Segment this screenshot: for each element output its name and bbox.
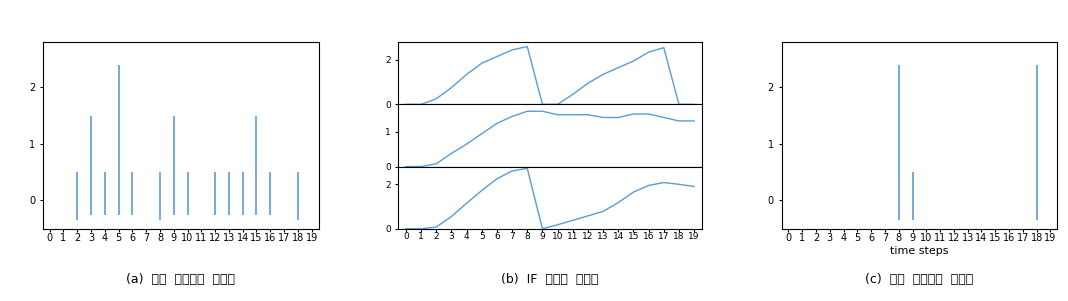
Text: (a)  입력  스파이크  트레인: (a) 입력 스파이크 트레인	[126, 273, 235, 287]
X-axis label: time steps: time steps	[890, 246, 948, 256]
Text: (c)  출력  스파이크  트레인: (c) 출력 스파이크 트레인	[865, 273, 974, 287]
Text: (b)  IF  뉴런의  막전위: (b) IF 뉴런의 막전위	[501, 273, 599, 287]
